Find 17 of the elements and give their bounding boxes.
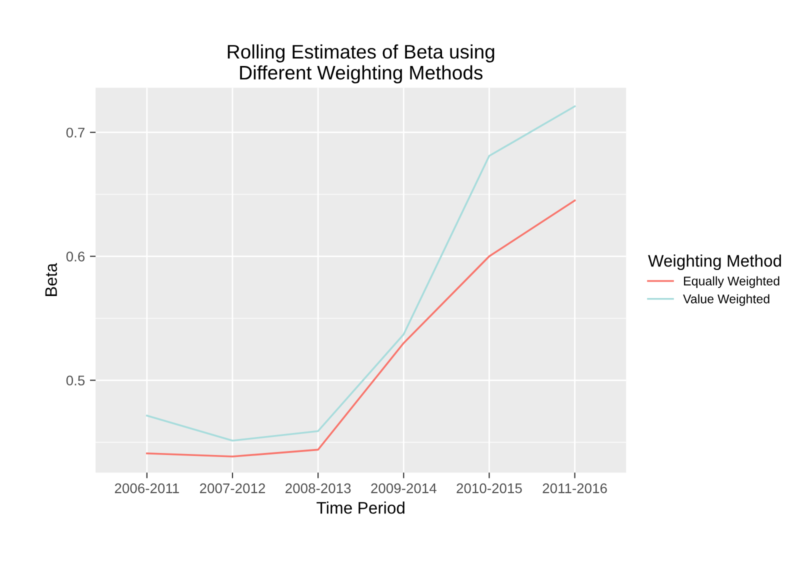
y-tick-label: 0.5: [66, 376, 85, 386]
legend-label: Value Weighted: [683, 294, 770, 306]
x-tick-label: 2006-2011: [114, 483, 179, 494]
x-tick-label: 2011-2016: [542, 483, 607, 494]
x-tick-label: 2009-2014: [371, 483, 436, 494]
chart-title: Rolling Estimates of Beta using Different Weighting Methods: [228, 44, 494, 84]
line-series: [146, 105, 576, 442]
x-tick-label: 2010-2015: [456, 483, 522, 494]
y-tick-label: 0.6: [66, 252, 85, 262]
x-tick-label: 2008-2013: [286, 483, 351, 494]
legend-label: Equally Weighted: [684, 276, 780, 288]
y-tick-label: 0.7: [66, 128, 84, 138]
y-axis-title: Beta: [45, 263, 58, 296]
legend-title: Weighting Method: [648, 254, 781, 270]
x-tick-label: 2007-2012: [200, 483, 266, 494]
line-series: [146, 200, 576, 458]
x-axis-title: Time Period: [316, 502, 404, 514]
